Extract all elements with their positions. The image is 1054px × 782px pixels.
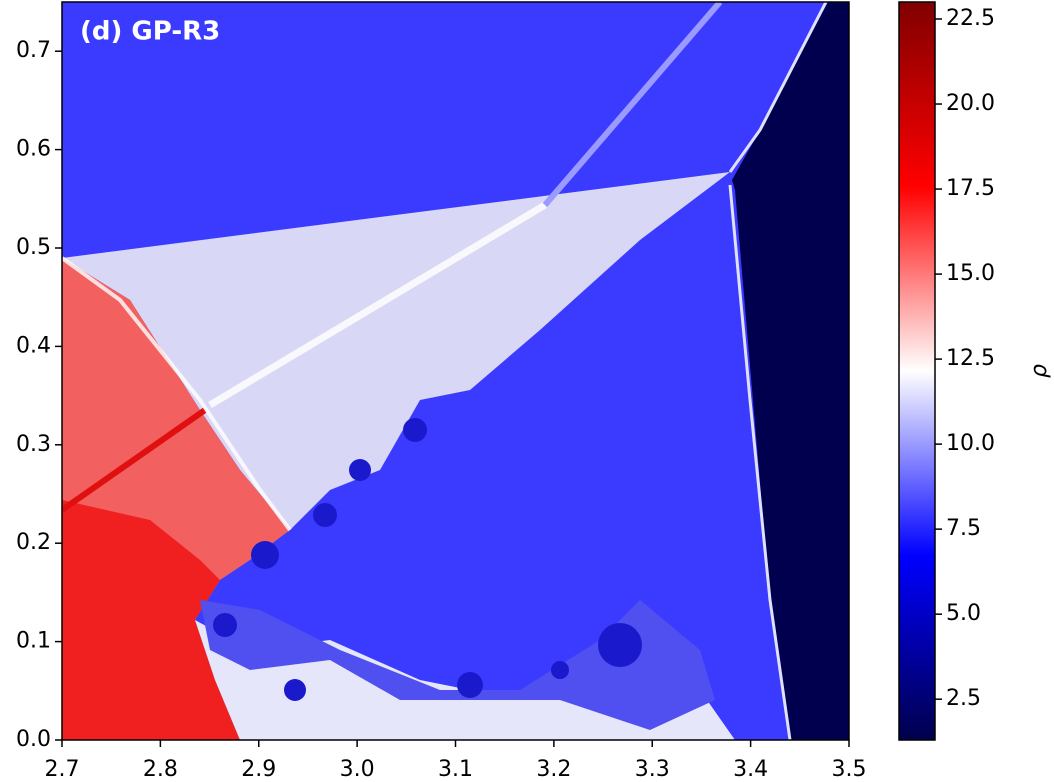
colorbar-tick-label: 15.0 (946, 261, 995, 286)
colorbar-tick-label: 7.5 (946, 516, 981, 541)
density-field (62, 2, 849, 740)
x-tick-label: 3.1 (438, 757, 473, 782)
colorbar-tick-label: 12.5 (946, 346, 995, 371)
x-tick-label: 3.0 (340, 757, 375, 782)
colorbar-tick-label: 22.5 (946, 6, 995, 31)
y-tick-label: 0.2 (16, 530, 51, 555)
chart-title: (d) GP-R3 (80, 17, 220, 47)
x-tick-label: 2.7 (45, 757, 80, 782)
y-tick-label: 0.7 (16, 38, 51, 63)
y-tick-label: 0.3 (16, 432, 51, 457)
x-tick-label: 3.2 (536, 757, 571, 782)
colorbar-tick-label: 10.0 (946, 431, 995, 456)
y-tick-label: 0.1 (16, 629, 51, 654)
y-tick-label: 0.6 (16, 137, 51, 162)
colorbar-tick-label: 20.0 (946, 91, 995, 116)
x-tick-label: 3.3 (635, 757, 670, 782)
colorbar-tick-label: 2.5 (946, 686, 981, 711)
y-tick-label: 0.0 (16, 727, 51, 752)
x-tick-label: 3.5 (832, 757, 867, 782)
x-tick-label: 2.8 (143, 757, 178, 782)
x-tick-label: 3.4 (733, 757, 768, 782)
y-tick-label: 0.4 (16, 333, 51, 358)
colorbar-label: ρ (1027, 364, 1052, 378)
colorbar-tick-label: 17.5 (946, 176, 995, 201)
colorbar-tick-label: 5.0 (946, 601, 981, 626)
x-tick-label: 2.9 (241, 757, 276, 782)
y-tick-label: 0.5 (16, 235, 51, 260)
colorbar (898, 1, 936, 741)
